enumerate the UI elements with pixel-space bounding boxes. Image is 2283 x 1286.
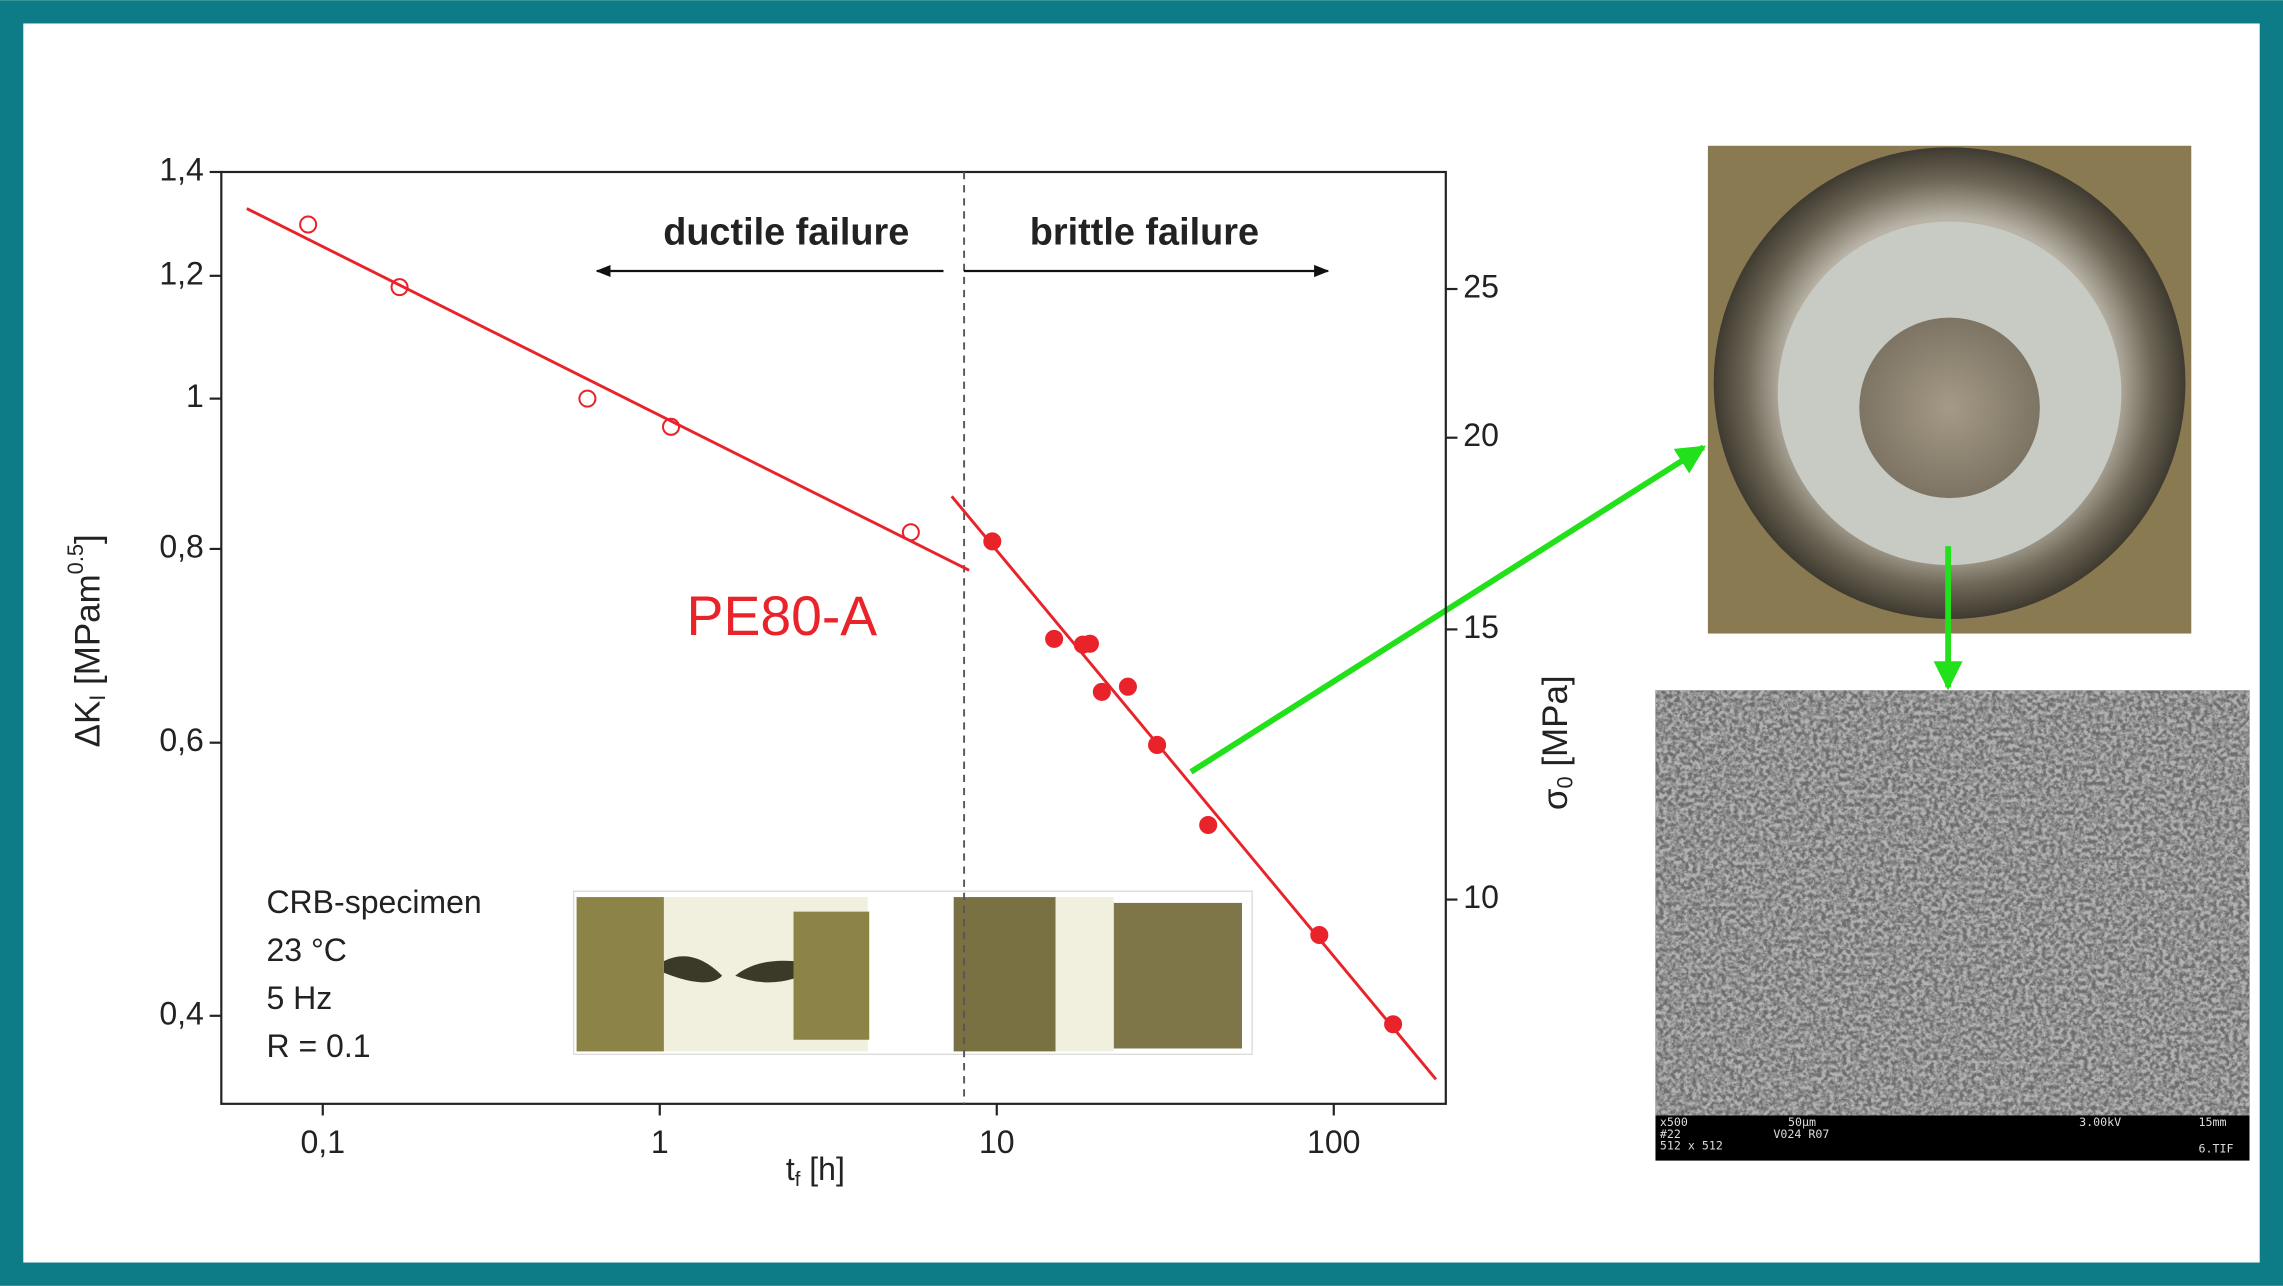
label-part: 0.5 xyxy=(63,544,88,574)
data-point xyxy=(1149,737,1165,753)
sem-caption: 3.00kV xyxy=(2079,1115,2121,1129)
y-tick-label: 0,4 xyxy=(159,995,204,1031)
y-tick-label: 0,8 xyxy=(159,528,204,564)
x-axis-label: tf [h] xyxy=(786,1152,845,1192)
data-point xyxy=(1200,817,1216,833)
sem-caption: 512 x 512 xyxy=(1660,1139,1723,1153)
y-tick-label: 0,6 xyxy=(159,722,204,758)
annotation: brittle failure xyxy=(1030,212,1259,254)
condition-text: R = 0.1 xyxy=(266,1028,370,1064)
specimen-photos xyxy=(574,891,1252,1054)
condition-text: 5 Hz xyxy=(266,980,332,1016)
y2-tick-label: 15 xyxy=(1463,609,1499,645)
data-point xyxy=(1385,1016,1401,1032)
y2-tick-label: 10 xyxy=(1463,879,1499,915)
label-part: [h] xyxy=(800,1152,845,1188)
data-point xyxy=(1311,927,1327,943)
y-tick-label: 1 xyxy=(186,378,204,414)
page: {"chart_data": { "type": "scatter", "x_l… xyxy=(0,0,2283,1286)
y-tick-label: 1,4 xyxy=(159,151,204,187)
sem-caption: 15mm xyxy=(2199,1115,2227,1129)
y2-tick-label: 20 xyxy=(1463,417,1499,453)
data-point xyxy=(1082,636,1098,652)
x-tick-label: 10 xyxy=(979,1124,1015,1160)
data-point xyxy=(1094,684,1110,700)
y2-axis-label: σ0 [MPa] xyxy=(1536,675,1577,810)
x-tick-label: 100 xyxy=(1307,1124,1360,1160)
sem-caption: 6.TIF xyxy=(2199,1141,2234,1155)
label-part: [MPa] xyxy=(1536,675,1575,776)
x-tick-label: 0,1 xyxy=(301,1124,346,1160)
data-point xyxy=(1046,631,1062,647)
y2-tick-label: 25 xyxy=(1463,268,1499,304)
annotation: ductile failure xyxy=(663,212,909,254)
label-part: t xyxy=(786,1152,795,1188)
label-part: ] xyxy=(69,534,108,544)
data-point xyxy=(984,533,1000,549)
figure: x50050µm3.00kV15mm#22V024 R07512 x 5126.… xyxy=(0,0,2283,1286)
label-part: I xyxy=(85,695,110,701)
label-part: 0 xyxy=(1552,776,1577,788)
data-point xyxy=(1120,679,1136,695)
condition-text: CRB-specimen xyxy=(266,884,481,920)
label-part: ΔK xyxy=(69,701,108,748)
condition-text: 23 °C xyxy=(266,932,346,968)
y-tick-label: 1,2 xyxy=(159,255,204,291)
material-label: PE80-A xyxy=(687,585,878,647)
label-part: [MPam xyxy=(69,574,108,694)
label-part: σ xyxy=(1536,788,1575,810)
sem-caption: V024 R07 xyxy=(1773,1127,1829,1141)
x-tick-label: 1 xyxy=(651,1124,669,1160)
